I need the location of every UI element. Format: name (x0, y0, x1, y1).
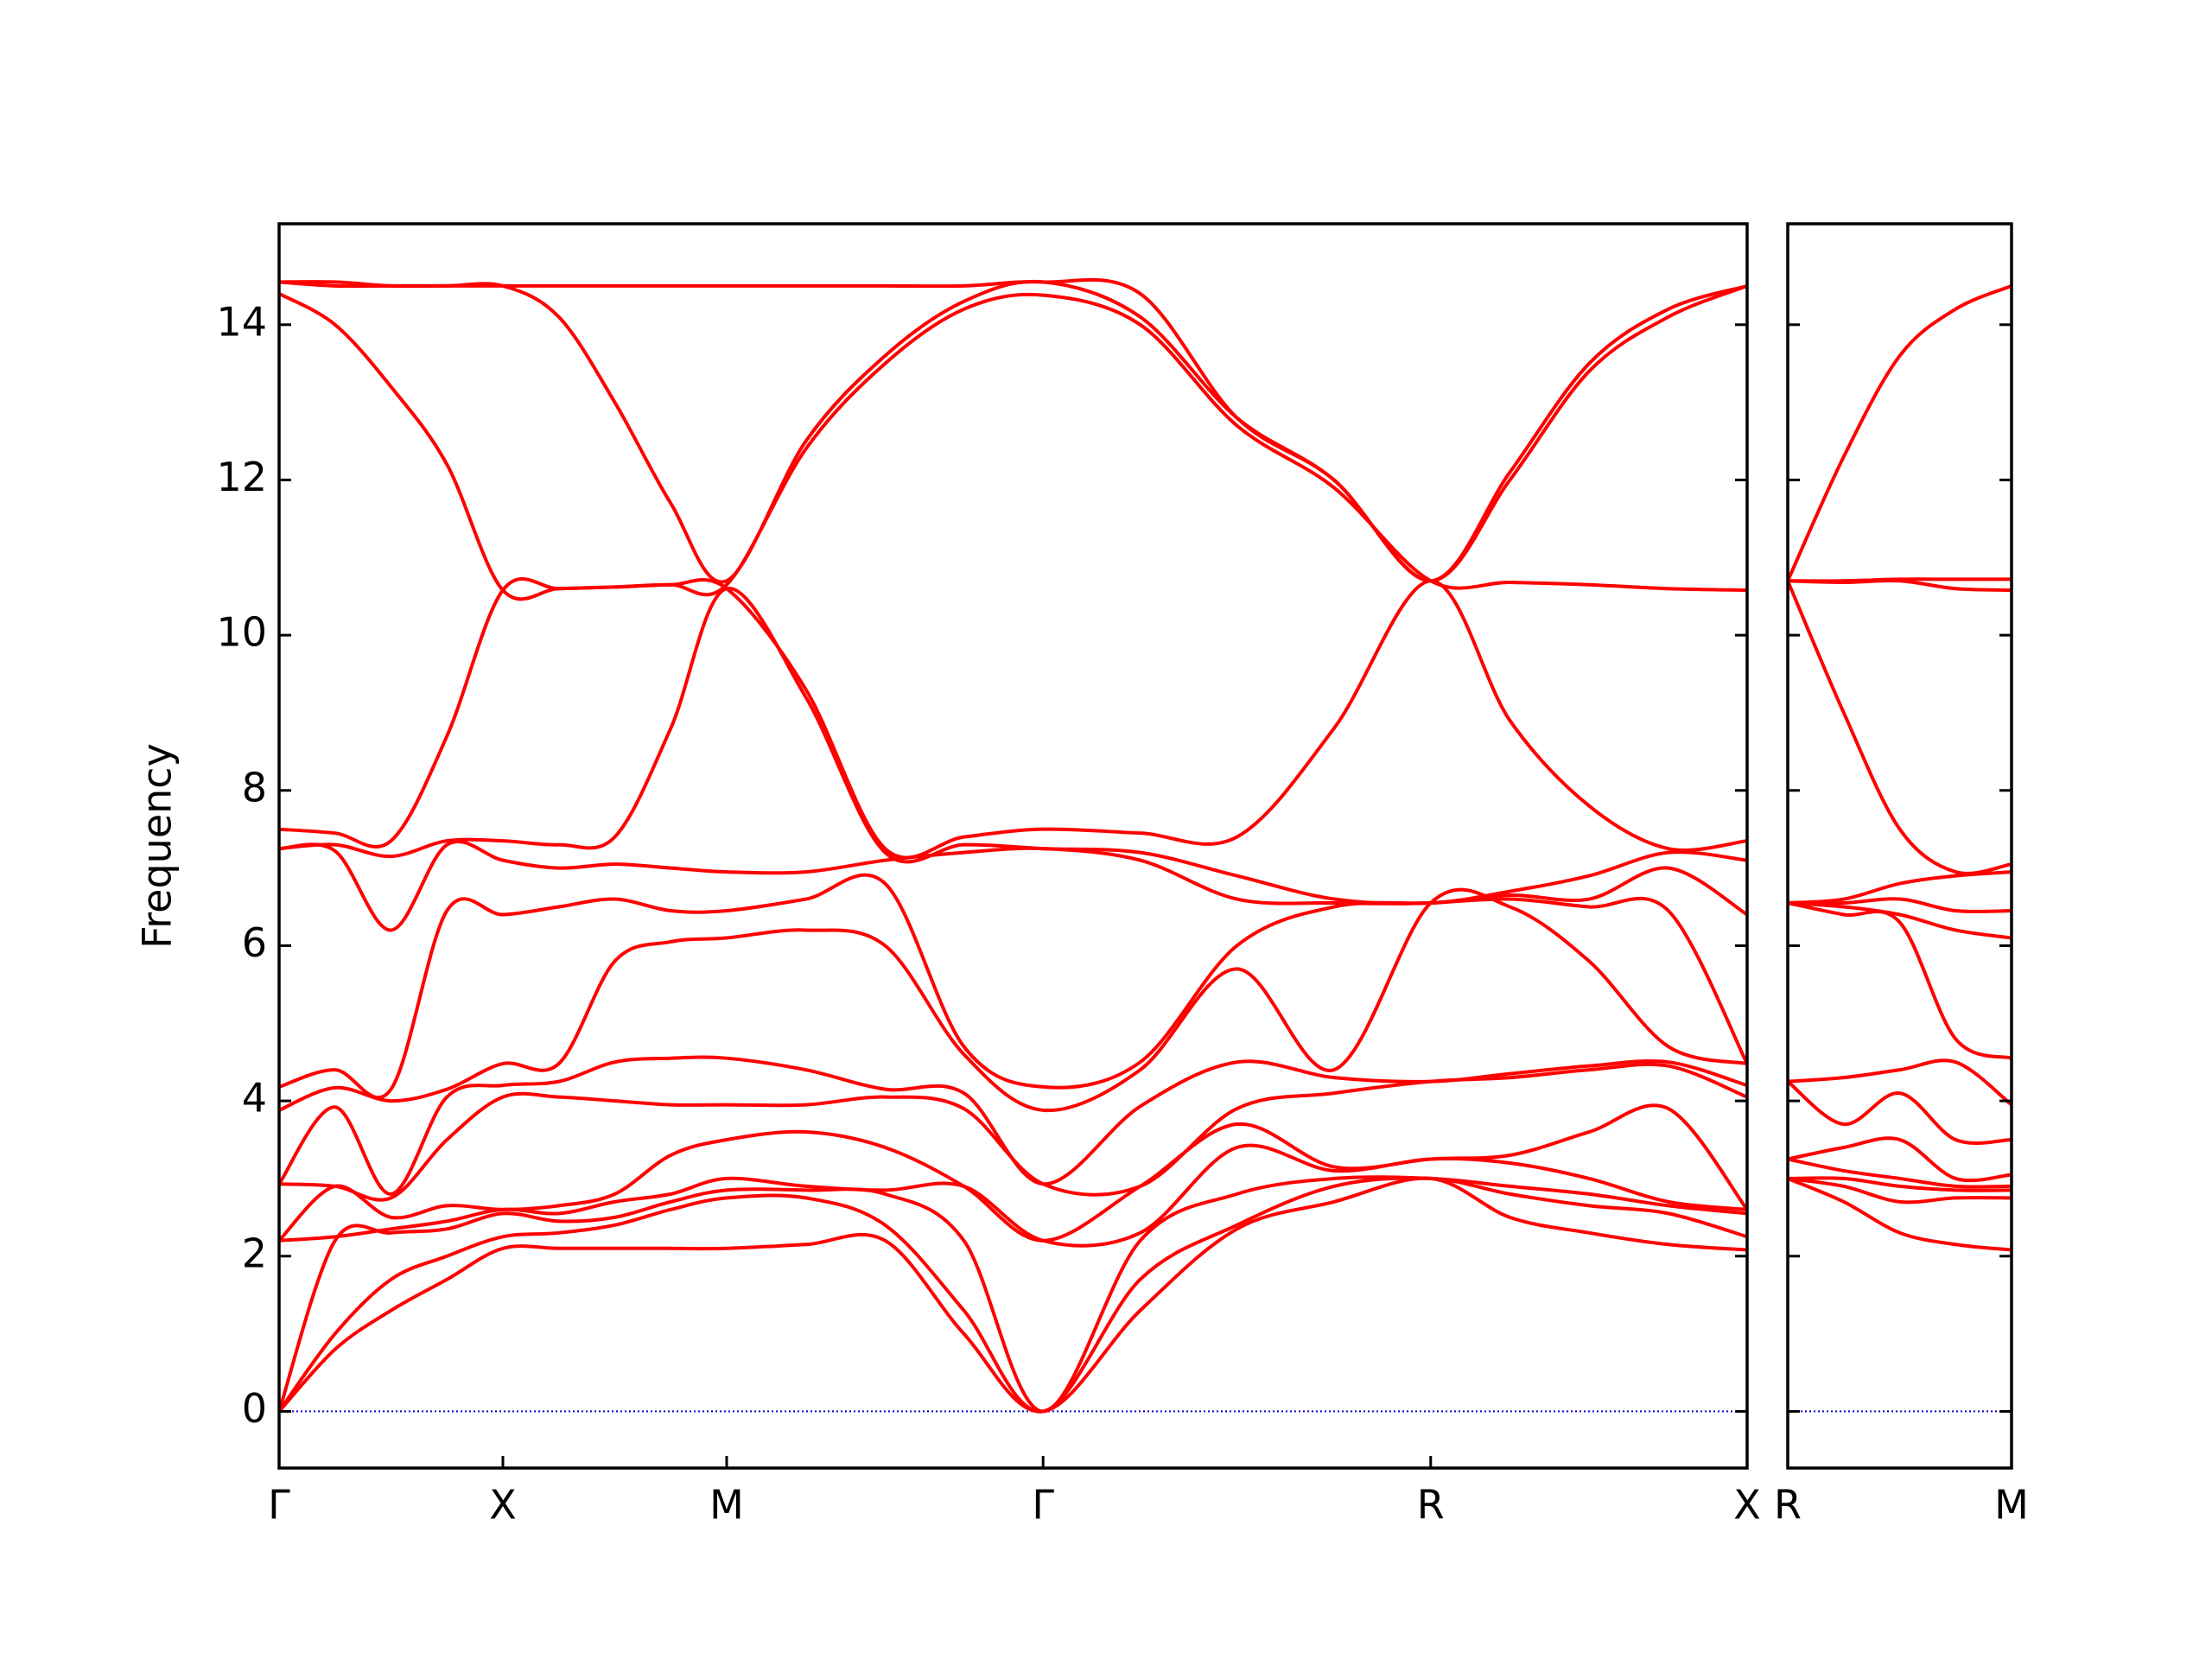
x-tick-label: R (1417, 1482, 1445, 1529)
bands (279, 277, 1747, 1414)
band-line (279, 1176, 1747, 1414)
band-line (1788, 1176, 2012, 1205)
band-line (1788, 1136, 2012, 1183)
bands (1788, 284, 2012, 1252)
y-tick-label: 8 (242, 764, 267, 810)
x-tick-label: M (709, 1482, 744, 1529)
band-line (279, 1176, 1747, 1414)
band-line (1788, 1177, 2012, 1252)
band-line (1788, 901, 2012, 1060)
y-axis-label: Frequency (134, 743, 181, 949)
y-tick-label: 2 (242, 1230, 267, 1276)
band-line (279, 587, 1747, 906)
band-line (279, 839, 1747, 932)
band-line (1788, 580, 2012, 875)
band-line (279, 292, 1747, 601)
band-line (1788, 1080, 2012, 1146)
band-line (1788, 1058, 2012, 1107)
band-line (1788, 577, 2012, 583)
band-line (279, 873, 1747, 1099)
y-tick-label: 12 (216, 454, 267, 500)
band-line (1788, 1157, 2012, 1189)
y-tick-label: 10 (216, 609, 267, 656)
x-tick-label: Γ (1032, 1482, 1054, 1529)
x-tick-label: X (1733, 1482, 1761, 1529)
y-tick-label: 6 (242, 919, 267, 966)
band-line (279, 1062, 1747, 1202)
band-line (279, 577, 1747, 860)
band-line (279, 277, 1747, 583)
x-tick-label: M (1994, 1482, 2029, 1529)
x-tick-label: X (489, 1482, 517, 1529)
band-line (1788, 897, 2012, 914)
axes-frame (277, 222, 1749, 1470)
x-tick-label: Γ (268, 1482, 290, 1529)
band-line (1788, 284, 2012, 582)
x-tick-label: R (1774, 1482, 1802, 1529)
band-line (279, 1175, 1747, 1414)
y-tick-label: 14 (216, 298, 267, 345)
band-line (1788, 901, 2012, 940)
band-line (279, 279, 1747, 584)
band-line (279, 1055, 1747, 1196)
band-line (279, 1143, 1747, 1248)
y-tick-label: 0 (242, 1385, 267, 1432)
band-line (279, 1103, 1747, 1243)
axes-frame (1786, 222, 2013, 1470)
band-line (1788, 1176, 2012, 1192)
y-tick-label: 4 (242, 1075, 267, 1122)
